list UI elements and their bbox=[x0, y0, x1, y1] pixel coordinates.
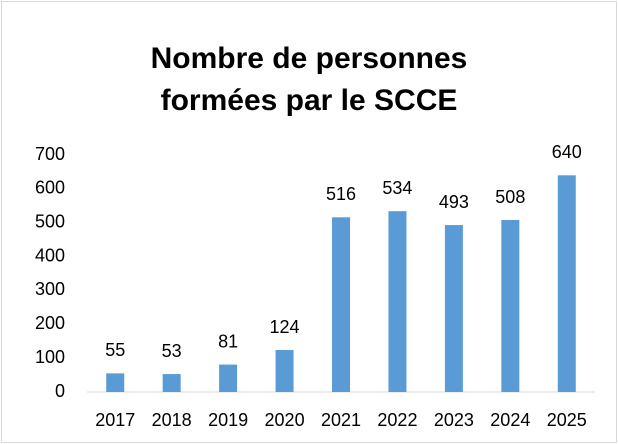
y-tick-label: 300 bbox=[35, 279, 65, 299]
bar bbox=[162, 374, 181, 392]
y-tick-label: 600 bbox=[35, 178, 65, 198]
x-tick-label: 2020 bbox=[265, 410, 305, 430]
x-tick-label: 2025 bbox=[547, 410, 587, 430]
bar bbox=[557, 175, 576, 392]
y-tick-label: 500 bbox=[35, 211, 65, 231]
data-label: 534 bbox=[382, 178, 412, 198]
data-label: 55 bbox=[105, 340, 125, 360]
x-tick-label: 2024 bbox=[490, 410, 530, 430]
bar bbox=[332, 217, 350, 392]
data-label: 124 bbox=[270, 317, 300, 337]
data-label: 53 bbox=[162, 341, 182, 361]
data-label: 516 bbox=[326, 184, 356, 204]
x-tick-label: 2021 bbox=[321, 410, 361, 430]
y-tick-label: 100 bbox=[35, 347, 65, 367]
bar bbox=[219, 364, 238, 392]
y-tick-label: 200 bbox=[35, 313, 65, 333]
x-tick-label: 2022 bbox=[377, 410, 417, 430]
bar bbox=[275, 350, 294, 392]
x-tick-label: 2017 bbox=[95, 410, 135, 430]
y-tick-label: 0 bbox=[55, 381, 65, 401]
chart-title: Nombre de personnes formées par le SCCE bbox=[150, 42, 468, 117]
data-label: 508 bbox=[495, 187, 525, 207]
y-tick-label: 700 bbox=[35, 144, 65, 164]
x-tick-label: 2019 bbox=[208, 410, 248, 430]
bar bbox=[444, 225, 463, 392]
data-label: 493 bbox=[439, 192, 469, 212]
bar bbox=[388, 211, 407, 392]
data-label: 81 bbox=[218, 331, 238, 351]
bar bbox=[501, 220, 520, 392]
bar bbox=[106, 373, 125, 392]
data-label: 640 bbox=[552, 142, 582, 162]
x-tick-label: 2018 bbox=[152, 410, 192, 430]
x-tick-label: 2023 bbox=[434, 410, 474, 430]
y-tick-label: 400 bbox=[35, 245, 65, 265]
